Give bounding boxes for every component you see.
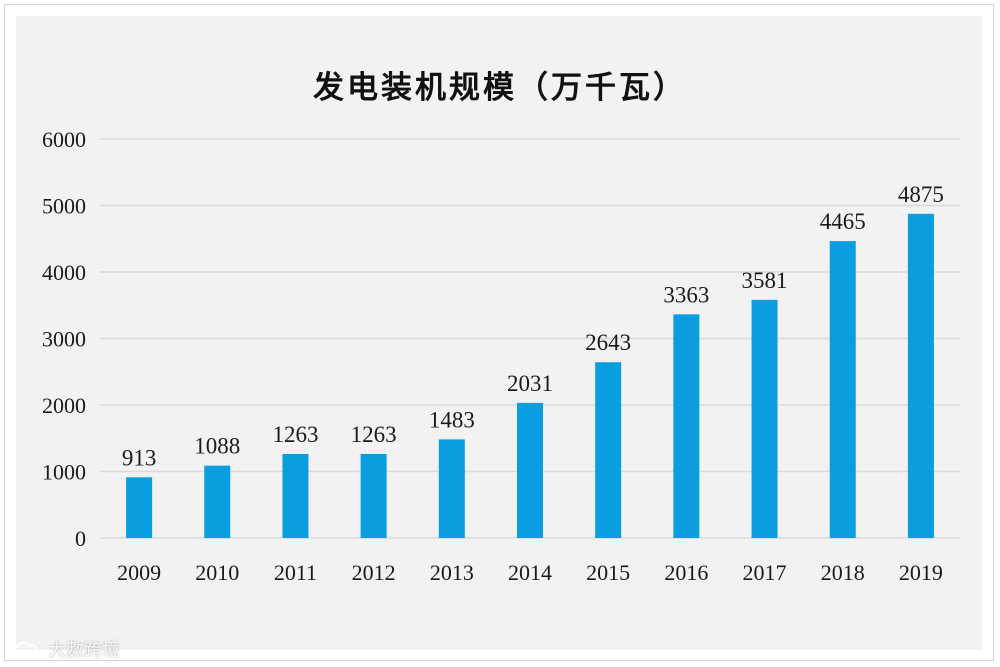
bar <box>438 439 465 538</box>
x-tick-label: 2013 <box>430 560 474 585</box>
y-tick-label: 0 <box>75 526 86 551</box>
bar <box>907 213 934 538</box>
y-tick-label: 6000 <box>42 127 86 152</box>
x-tick-label: 2010 <box>195 560 239 585</box>
data-label: 4875 <box>898 182 944 207</box>
x-axis-ticks: 2009 2010 2011 2012 2013 2014 2015 2016 2017 2018… <box>117 560 943 585</box>
data-label: 1263 <box>272 422 318 447</box>
y-tick-label: 1000 <box>42 460 86 485</box>
chart-title: 发电装机规模（万千瓦） <box>313 70 687 106</box>
y-tick-label: 3000 <box>42 327 86 352</box>
bar <box>360 454 387 538</box>
watermark-text: 大數跨境 <box>48 640 120 661</box>
y-tick-label: 2000 <box>42 393 86 418</box>
data-label: 1088 <box>194 434 240 459</box>
bar <box>829 241 856 538</box>
cloud-logo-icon <box>10 639 44 659</box>
bar <box>517 402 543 538</box>
bar <box>595 362 622 538</box>
bar <box>673 314 700 538</box>
x-tick-label: 2019 <box>899 560 943 585</box>
x-tick-label: 2011 <box>274 560 317 585</box>
x-tick-label: 2018 <box>821 560 865 585</box>
y-axis-ticks: 0 1000 2000 3000 4000 5000 6000 <box>42 127 86 551</box>
data-label: 4465 <box>820 209 866 234</box>
bar <box>204 465 231 538</box>
data-label: 2031 <box>507 371 553 396</box>
y-tick-label: 4000 <box>42 260 86 285</box>
watermark: 大數跨境 <box>10 636 120 662</box>
data-label: 3363 <box>663 282 709 307</box>
bar <box>126 477 153 538</box>
bars <box>126 213 934 538</box>
data-label: 1483 <box>429 407 475 432</box>
x-tick-label: 2014 <box>508 560 552 585</box>
x-tick-label: 2012 <box>352 560 396 585</box>
bar <box>751 299 778 538</box>
data-label: 3581 <box>742 268 788 293</box>
bar <box>282 454 309 538</box>
chart-panel <box>16 16 982 650</box>
x-tick-label: 2009 <box>117 560 161 585</box>
x-tick-label: 2017 <box>743 560 787 585</box>
x-tick-label: 2015 <box>586 560 630 585</box>
data-label: 1263 <box>351 422 397 447</box>
x-tick-label: 2016 <box>664 560 708 585</box>
data-labels: 913 1088 1263 1263 1483 2031 2643 3363 3581 4465 4… <box>122 182 944 470</box>
data-label: 913 <box>122 445 157 470</box>
y-tick-label: 5000 <box>42 194 86 219</box>
data-label: 2643 <box>585 330 631 355</box>
